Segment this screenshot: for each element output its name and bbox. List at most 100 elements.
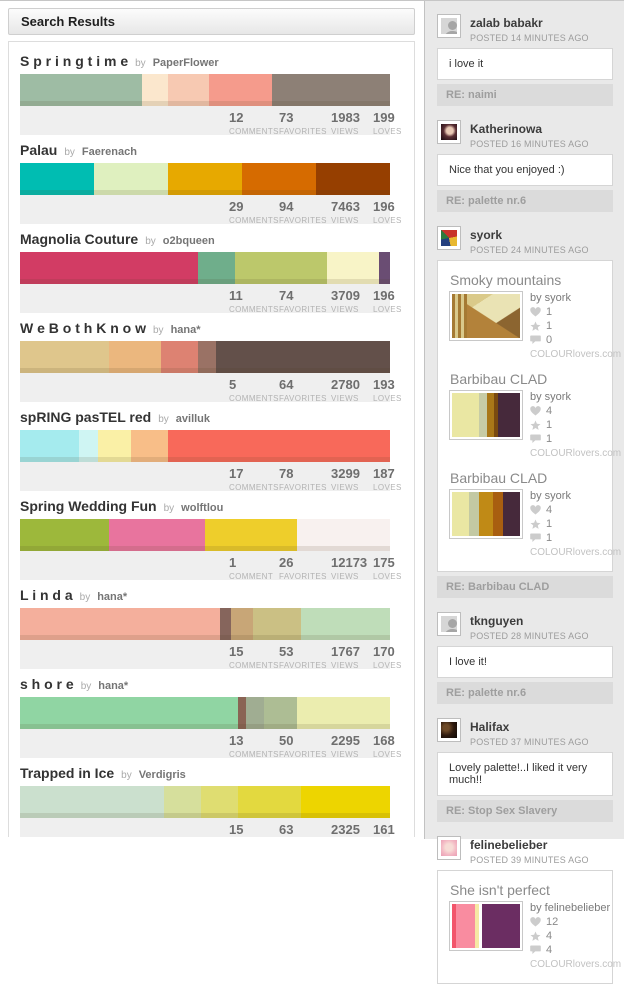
preview-title-link[interactable]: Barbibau CLAD [450,470,548,486]
username-link[interactable]: Halifax [470,720,510,734]
stars-row: 4 [530,930,621,942]
palette-color-bar[interactable] [20,252,390,284]
preview-author[interactable]: by syork [530,490,571,502]
palette-heading: Magnolia Couture by o2bqueen [20,231,390,247]
colourlovers-link[interactable]: COLOURlovers.com [530,448,622,459]
palette-color-bar[interactable] [20,430,390,462]
color-swatch [216,341,390,373]
loves-count: 193 [373,377,395,392]
comments-count: 5 [229,377,237,392]
user-avatar[interactable] [437,226,461,250]
palette-color-bar[interactable] [20,786,390,818]
colourlovers-link[interactable]: COLOURlovers.com [530,349,622,360]
preview-author[interactable]: by syork [530,292,571,304]
star-icon [530,931,541,941]
loves-label: LOVES [373,127,402,136]
user-avatar[interactable] [437,14,461,38]
re-palette-link[interactable]: RE: naimi [437,84,613,106]
palette-title[interactable]: W e B o t h K n o w [20,320,146,336]
comments-label: COMMENTS [229,305,279,314]
palette-author-link[interactable]: PaperFlower [152,57,219,69]
color-swatch [197,341,217,373]
username-link[interactable]: felinebelieber [470,838,548,852]
preview-row: by syork 4 1 [449,489,621,558]
search-results-panel: Search Results S p r i n g t i m e by Pa… [0,1,424,839]
user-avatar[interactable] [437,120,461,144]
views-label: VIEWS [331,572,359,581]
preview-title-link[interactable]: Barbibau CLAD [450,371,548,387]
palette-author-link[interactable]: hana* [97,591,128,603]
palette-color-bar[interactable] [20,163,390,195]
palette-author-link[interactable]: o2bqueen [162,235,215,247]
comments-label: COMMENTS [229,750,279,759]
palette-title[interactable]: s h o r e [20,676,74,692]
color-swatch [167,430,390,462]
preview-title-link[interactable]: Smoky mountains [450,272,562,288]
stars-count: 1 [546,320,553,332]
comments-label: COMMENTS [229,127,279,136]
palette-title[interactable]: Magnolia Couture [20,231,139,247]
entry-meta: tknguyen POSTED 28 MINUTES AGO [470,613,589,641]
re-palette-link[interactable]: RE: Stop Sex Slavery [437,800,613,822]
entry-header: felinebelieber POSTED 39 MINUTES AGO [437,836,613,865]
color-swatch [79,430,98,462]
preview-meta: by syork 4 1 [530,490,621,558]
palette-author-link[interactable]: wolftlou [181,502,224,514]
palette-title[interactable]: Palau [20,142,58,158]
palette-swatch-thumbnail[interactable] [449,901,523,951]
preview-title-link[interactable]: She isn't perfect [450,882,550,898]
color-swatch [20,430,80,462]
user-avatar[interactable] [437,836,461,860]
hearts-count: 12 [546,916,559,928]
palette-author-link[interactable]: avilluk [175,413,211,425]
palette-author-link[interactable]: Faerenach [81,146,137,158]
palette-title[interactable]: L i n d a [20,587,73,603]
palette-color-bar[interactable] [20,608,390,640]
comment-body: Lovely palette!..I liked it very much!! [437,752,613,796]
user-avatar[interactable] [437,718,461,742]
palette-result: W e B o t h K n o w by hana* 5 COMMENTS … [20,320,401,403]
palette-author-link[interactable]: hana* [170,324,201,336]
preview-author[interactable]: by felinebelieber [530,902,611,914]
re-palette-link[interactable]: RE: palette nr.6 [437,682,613,704]
favorites-count: 63 [279,822,294,837]
palette-swatch-thumbnail[interactable] [449,489,523,539]
colourlovers-link[interactable]: COLOURlovers.com [530,959,622,970]
posted-time: POSTED 24 MINUTES AGO [470,245,589,255]
palette-color-bar[interactable] [20,697,390,729]
palette-stats: 13 COMMENTS 50 FAVORITES 2295 VIEWS 16 [20,729,401,759]
views-stat: 2295 VIEWS [331,733,360,759]
palette-color-bar[interactable] [20,74,390,106]
palette-color-bar[interactable] [20,341,390,373]
favorites-label: FAVORITES [279,127,327,136]
re-palette-link[interactable]: RE: palette nr.6 [437,190,613,212]
color-swatch [20,252,198,284]
palette-color-bar[interactable] [20,519,390,551]
palette-title[interactable]: S p r i n g t i m e [20,53,129,69]
favorites-stat: 26 FAVORITES [279,555,327,581]
user-avatar[interactable] [437,612,461,636]
color-swatch [197,252,235,284]
re-palette-link[interactable]: RE: Barbibau CLAD [437,576,613,598]
username-link[interactable]: tknguyen [470,614,524,628]
username-link[interactable]: syork [470,228,503,242]
username-link[interactable]: Katherinowa [470,122,543,136]
loves-count: 175 [373,555,395,570]
palette-title[interactable]: spRING pasTEL red [20,409,152,425]
color-swatch [264,697,298,729]
palette-swatch-thumbnail[interactable] [449,390,523,440]
views-count: 3299 [331,466,360,481]
color-swatch [469,492,480,536]
palette-title[interactable]: Trapped in Ice [20,765,115,781]
stars-row: 1 [530,419,621,431]
username-link[interactable]: zalab babakr [470,16,543,30]
heart-icon [530,505,541,515]
palette-author-link[interactable]: Verdigris [138,769,186,781]
palette-title[interactable]: Spring Wedding Fun [20,498,157,514]
color-swatch [297,697,390,729]
palette-author-link[interactable]: hana* [98,680,129,692]
preview-author[interactable]: by syork [530,391,571,403]
colourlovers-link[interactable]: COLOURlovers.com [530,547,622,558]
palette-pattern-thumbnail[interactable] [449,291,523,341]
